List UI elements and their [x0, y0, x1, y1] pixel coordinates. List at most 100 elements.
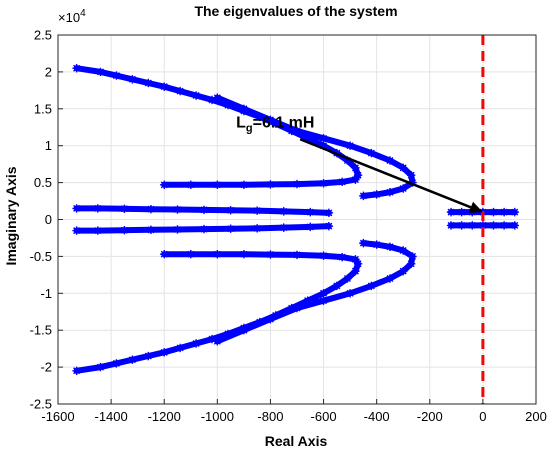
eigenvalue-marker — [186, 249, 195, 259]
eigenvalue-marker — [160, 348, 169, 357]
annotation-label: Lg=6.1 mH — [236, 114, 314, 134]
eigenvalue-marker — [359, 238, 368, 248]
eigenvalue-marker — [120, 204, 129, 213]
eigenvalue-marker — [287, 303, 296, 313]
y-tick-label: 2.5 — [34, 28, 52, 43]
y-tick-label: -2 — [40, 360, 52, 375]
eigenvalue-marker — [223, 329, 233, 339]
y-tick-label: 0 — [45, 212, 52, 227]
eigenvalue-marker — [351, 266, 360, 276]
eigenvalue-marker — [239, 180, 249, 190]
eigenvalue-marker — [478, 221, 488, 230]
eigenvalue-marker — [319, 141, 328, 150]
eigenvalue-marker — [446, 221, 456, 230]
y-tick-label: 1.5 — [34, 101, 52, 116]
eigenvalue-marker — [191, 339, 201, 348]
plot-frame — [57, 34, 537, 405]
eigenvalue-marker — [324, 221, 334, 231]
eigenvalue-marker — [408, 252, 417, 261]
eigenvalue-marker — [351, 163, 360, 173]
eigenvalue-marker — [266, 115, 275, 125]
x-tick-label: -1200 — [148, 409, 181, 424]
annotation-text-main: L — [236, 114, 246, 131]
eigenvalue-marker — [319, 289, 328, 298]
eigenvalue-marker — [385, 242, 395, 252]
eigenvalue-marker — [292, 250, 302, 260]
y-axis-label: Imaginary Axis — [3, 166, 19, 265]
eigenvalue-marker — [306, 222, 315, 232]
eigenvalue-marker — [343, 274, 352, 283]
eigenvalue-marker — [332, 281, 342, 291]
eigenvalue-marker — [345, 289, 355, 298]
eigenvalue-marker — [287, 126, 296, 136]
eigenvalue-marker — [319, 179, 328, 188]
eigenvalue-marker — [406, 259, 416, 268]
eigenvalue-marker — [279, 207, 288, 216]
y-exponent-power: 4 — [80, 8, 86, 19]
y-tick-label: -0.5 — [30, 249, 52, 264]
eigenvalue-marker — [457, 221, 466, 230]
eigenvalue-marker — [199, 205, 209, 215]
eigenvalue-marker — [457, 207, 466, 217]
eigenvalue-marker — [239, 249, 249, 259]
x-tick-label: -1400 — [94, 409, 127, 424]
eigenvalue-marker — [292, 303, 302, 313]
eigenvalue-marker — [385, 156, 395, 165]
eigenvalue-marker — [207, 95, 217, 105]
eigenvalue-marker — [186, 180, 195, 190]
eigenvalue-marker — [306, 207, 315, 217]
eigenvalue-marker — [353, 171, 363, 180]
eigenvalue-marker — [271, 119, 280, 128]
eigenvalue-marker — [144, 351, 153, 361]
eigenvalue-points — [72, 64, 519, 375]
eigenvalue-marker — [279, 223, 288, 232]
eigenvalue-marker — [292, 179, 302, 189]
eigenvalue-marker — [372, 190, 381, 199]
eigenvalue-marker — [112, 359, 121, 368]
x-tick-label: 200 — [525, 409, 547, 424]
eigenvalue-marker — [255, 112, 265, 122]
eigenvalue-marker — [337, 252, 347, 262]
eigenvalue-marker — [353, 259, 363, 268]
eigenvalue-marker — [252, 224, 262, 233]
eigenvalue-marker — [271, 311, 280, 320]
eigenvalue-marker — [112, 71, 121, 80]
eigenvalue-marker — [120, 226, 129, 235]
y-tick-label: 2 — [45, 64, 52, 79]
eigenvalue-marker — [128, 355, 137, 364]
eigenvalue-marker — [385, 274, 395, 283]
eigenvalue-marker — [72, 226, 81, 235]
annotation-text-sub: g — [246, 122, 253, 134]
eigenvalue-marker — [319, 134, 328, 143]
eigenvalue-marker — [93, 226, 103, 235]
eigenvalue-marker — [499, 221, 509, 230]
eigenvalue-marker — [146, 225, 156, 235]
eigenvalue-marker — [324, 208, 334, 218]
x-tick-label: -1000 — [201, 409, 234, 424]
chart-title: The eigenvalues of the system — [194, 3, 397, 19]
x-tick-label: -800 — [257, 409, 283, 424]
eigenvalue-marker — [213, 249, 222, 259]
eigenvalue-marker — [359, 191, 368, 201]
y-exponent-base: ×10 — [58, 10, 80, 25]
eigenvalue-marker — [337, 177, 347, 187]
eigenvalue-marker — [319, 296, 328, 305]
eigenvalue-marker — [367, 148, 376, 158]
y-tick-label: 1 — [45, 138, 52, 153]
y-tick-label: 0.5 — [34, 175, 52, 190]
y-tick-label: -1.5 — [30, 323, 52, 338]
eigenvalue-marker — [96, 362, 105, 372]
eigenvalue-marker — [266, 314, 275, 324]
eigenvalue-marker — [408, 178, 417, 187]
eigenvalue-marker — [207, 334, 217, 344]
eigenvalue-marker — [239, 326, 249, 335]
eigenvalue-marker — [399, 246, 408, 255]
eigenvalue-marker — [303, 296, 312, 305]
eigenvalue-marker — [510, 221, 519, 230]
eigenvalue-marker — [173, 225, 182, 234]
eigenvalue-marker — [489, 221, 498, 230]
eigenvalue-marker — [144, 78, 153, 88]
y-tick-labels: -2.5 -2 -1.5 -1 -0.5 0 0.5 1 1.5 2 2.5 — [30, 28, 52, 412]
eigenvalue-marker — [173, 205, 182, 214]
